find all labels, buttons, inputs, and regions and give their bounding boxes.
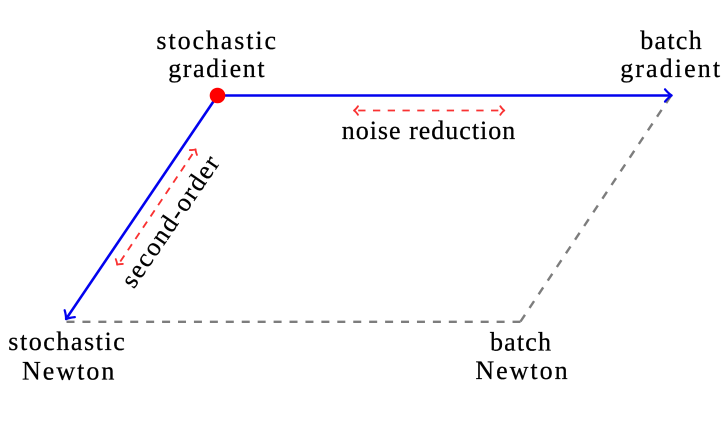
svg-text:gradient: gradient <box>168 54 266 83</box>
svg-text:Newton: Newton <box>475 356 569 385</box>
svg-text:noise reduction: noise reduction <box>342 116 517 145</box>
svg-text:stochastic: stochastic <box>156 26 278 55</box>
svg-text:batch: batch <box>490 327 552 356</box>
svg-text:gradient: gradient <box>620 54 722 83</box>
svg-text:batch: batch <box>640 26 703 55</box>
svg-text:Newton: Newton <box>22 356 116 385</box>
svg-text:stochastic: stochastic <box>8 327 126 356</box>
